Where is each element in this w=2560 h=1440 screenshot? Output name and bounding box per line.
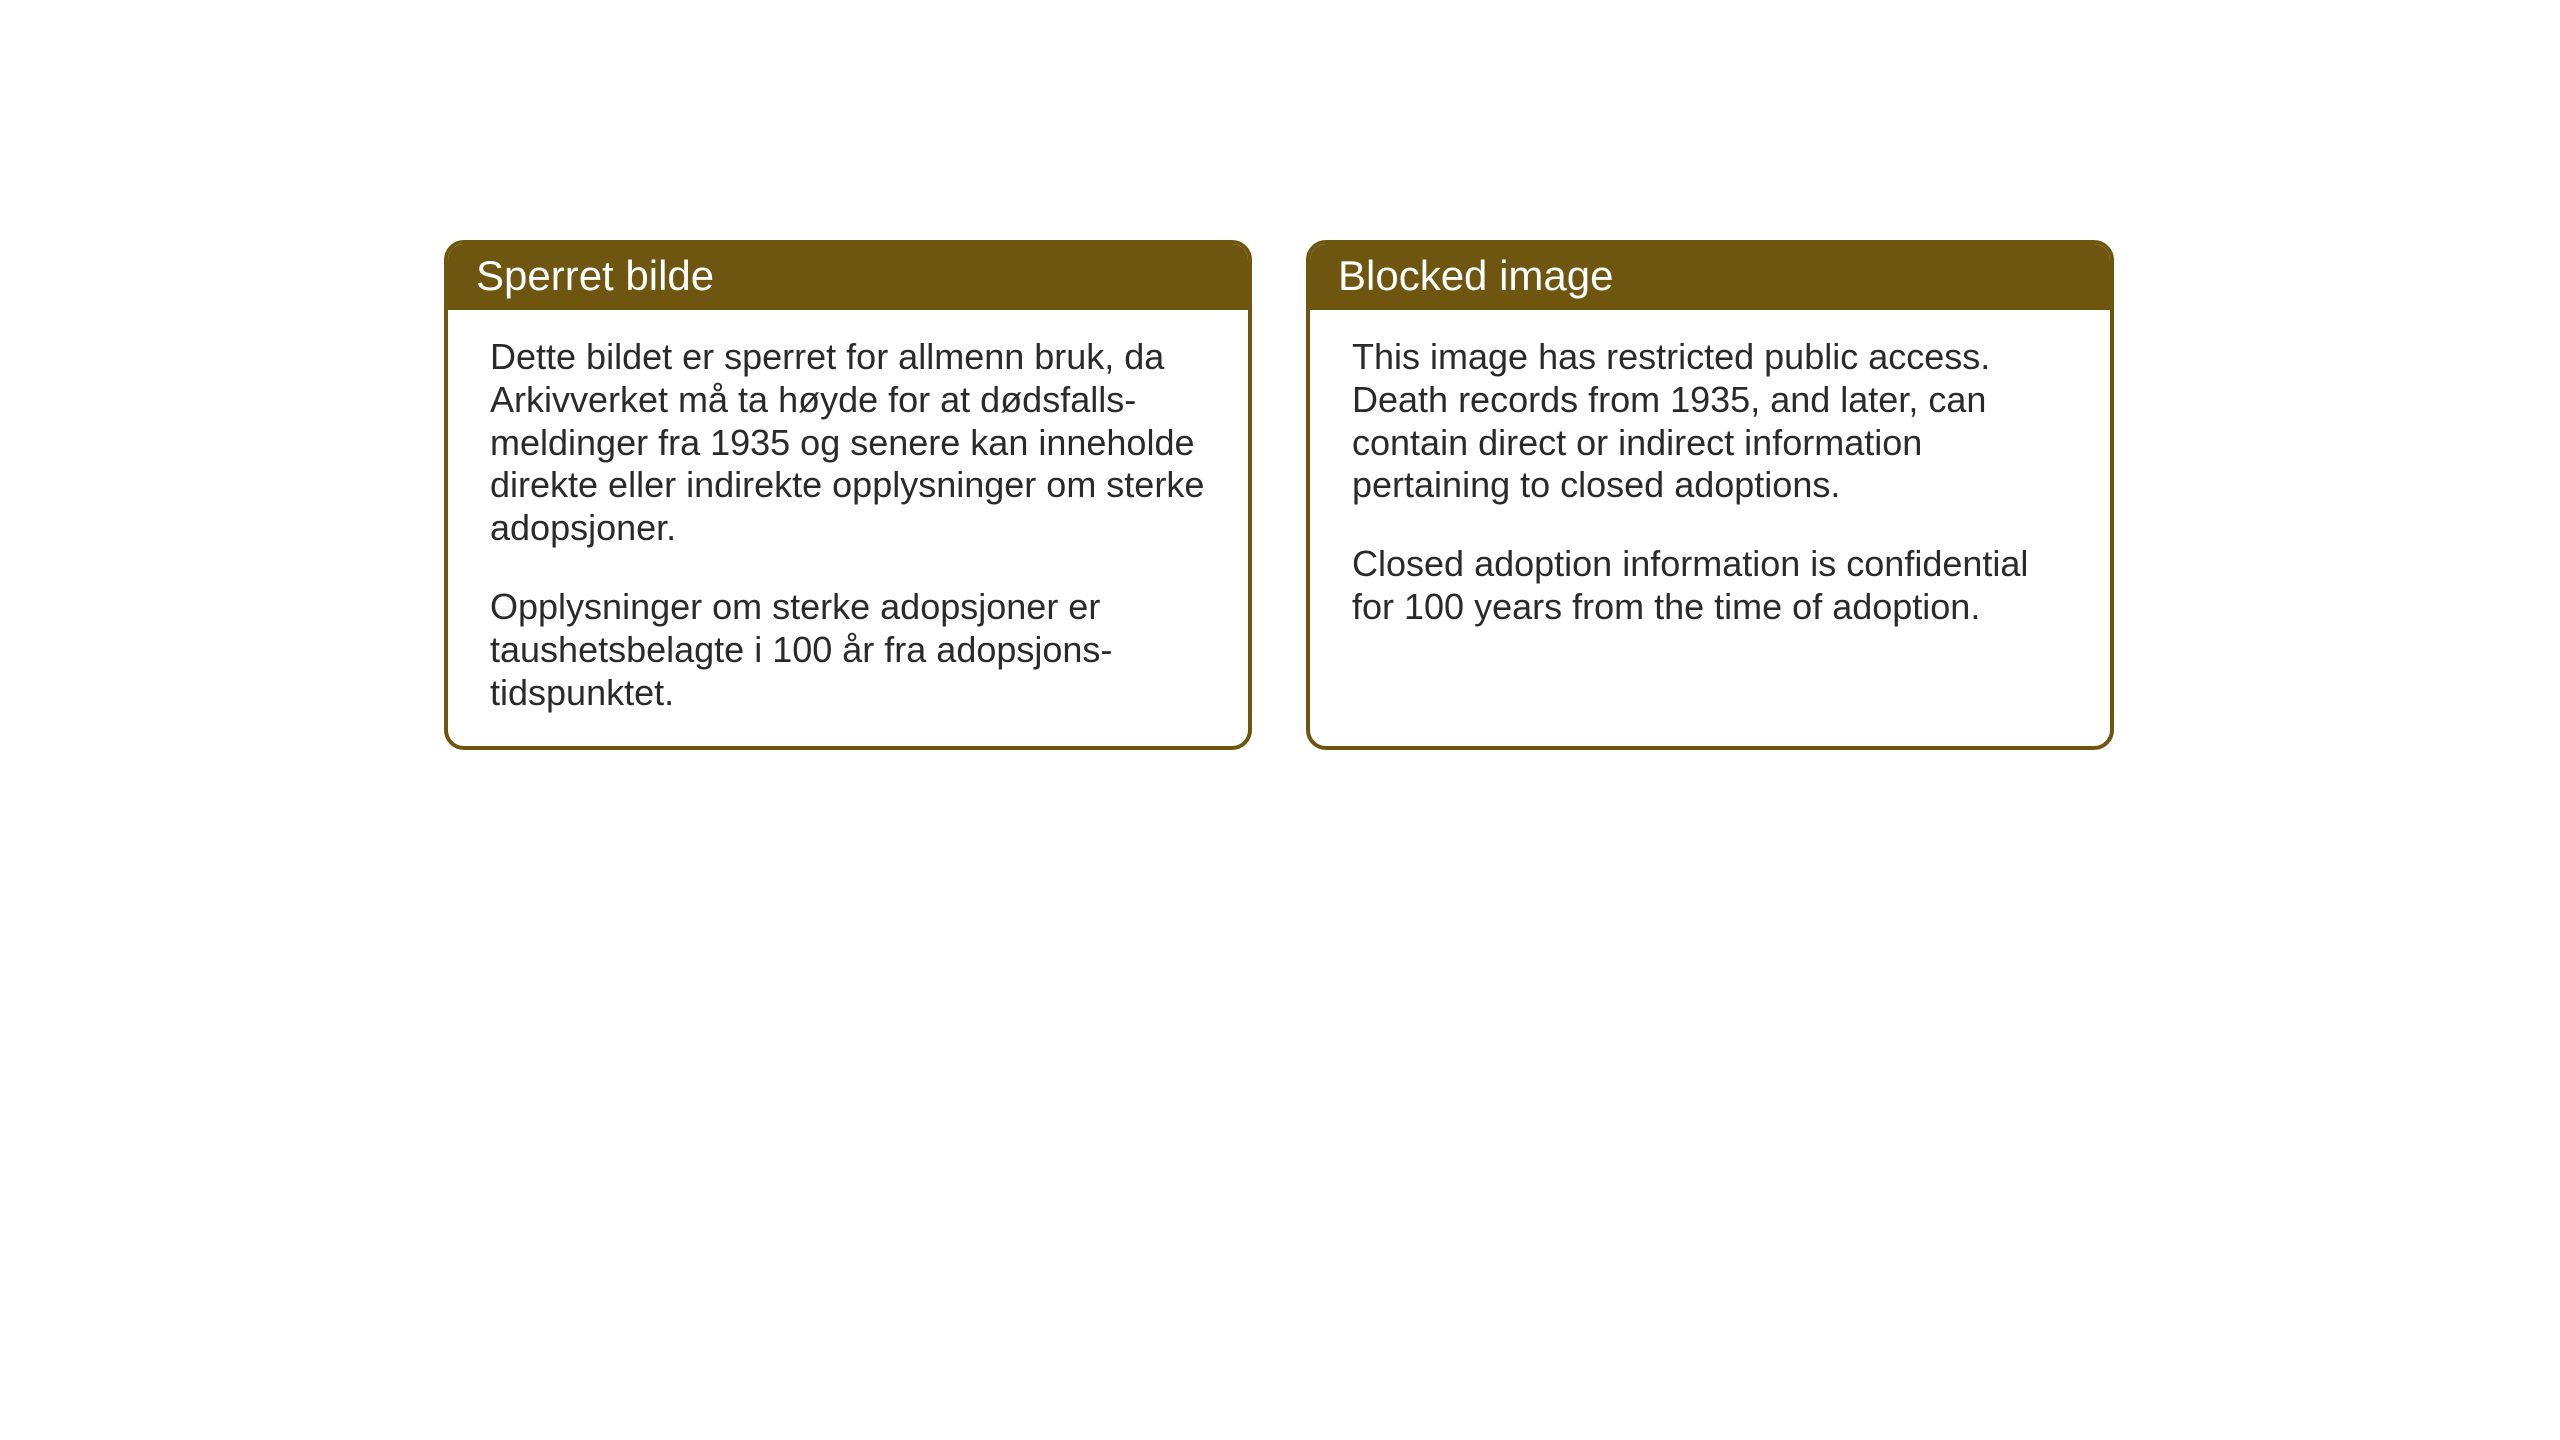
card-paragraph-1-norwegian: Dette bildet er sperret for allmenn bruk…: [490, 336, 1206, 550]
card-title-english: Blocked image: [1338, 252, 1613, 299]
card-header-english: Blocked image: [1310, 244, 2110, 310]
card-paragraph-2-norwegian: Opplysninger om sterke adopsjoner er tau…: [490, 586, 1206, 714]
notice-container: Sperret bilde Dette bildet er sperret fo…: [444, 240, 2114, 750]
notice-card-norwegian: Sperret bilde Dette bildet er sperret fo…: [444, 240, 1252, 750]
card-title-norwegian: Sperret bilde: [476, 252, 714, 299]
card-paragraph-1-english: This image has restricted public access.…: [1352, 336, 2068, 507]
notice-card-english: Blocked image This image has restricted …: [1306, 240, 2114, 750]
card-body-english: This image has restricted public access.…: [1310, 310, 2110, 669]
card-header-norwegian: Sperret bilde: [448, 244, 1248, 310]
card-paragraph-2-english: Closed adoption information is confident…: [1352, 543, 2068, 629]
card-body-norwegian: Dette bildet er sperret for allmenn bruk…: [448, 310, 1248, 750]
